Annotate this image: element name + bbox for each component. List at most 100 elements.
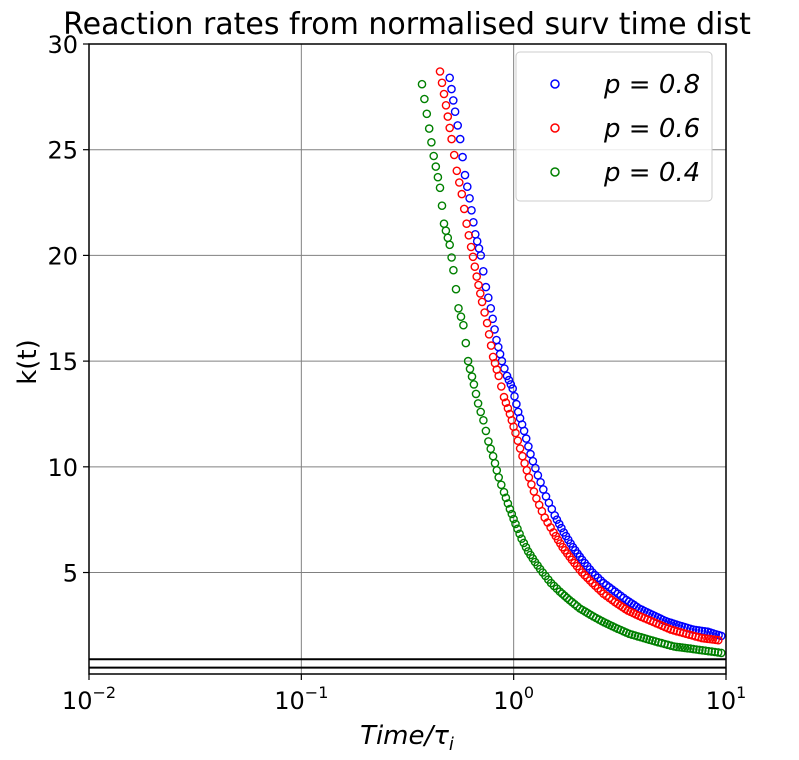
data-point [486, 444, 496, 454]
data-point [499, 487, 509, 497]
data-point [460, 170, 470, 180]
data-point [447, 253, 456, 262]
y-tick-label: 10 [47, 454, 78, 482]
data-point [465, 364, 475, 374]
data-point [445, 73, 455, 83]
ticks [83, 43, 727, 680]
legend-label-series-1: p = 0.8 [603, 70, 700, 100]
data-point [455, 134, 465, 144]
data-point [482, 318, 492, 328]
data-point [494, 473, 504, 482]
data-point [459, 204, 469, 214]
data-point [557, 523, 566, 533]
data-point [437, 201, 447, 210]
reference-lines [89, 658, 726, 669]
data-point [437, 78, 447, 88]
data-point [447, 134, 456, 144]
data-point [515, 444, 525, 453]
data-points [417, 67, 726, 658]
data-point [565, 595, 574, 605]
data-point [461, 338, 471, 348]
legend-marker-series-1 [550, 79, 560, 89]
data-point [511, 519, 520, 529]
data-point [480, 308, 489, 317]
data-point [472, 272, 482, 281]
data-point [458, 152, 467, 162]
data-point [494, 371, 504, 381]
data-point [512, 399, 521, 409]
data-point [441, 101, 451, 110]
x-axis-label-main: Time/τ [360, 721, 449, 751]
data-point [473, 399, 483, 408]
data-point [477, 297, 487, 307]
data-point [585, 576, 595, 585]
data-point [596, 576, 606, 585]
data-point [552, 515, 562, 525]
data-point [504, 375, 514, 385]
data-point [570, 599, 579, 609]
plot-frame [88, 43, 727, 675]
data-point [527, 480, 536, 489]
y-tick-label: 25 [47, 137, 78, 165]
data-point [463, 356, 473, 366]
data-point [469, 380, 479, 389]
data-point [451, 284, 461, 294]
data-point [466, 242, 476, 252]
series-2-points [435, 67, 723, 645]
data-point [510, 391, 519, 401]
data-point [708, 635, 718, 644]
data-point [588, 578, 597, 588]
x-tick-base: 10 [62, 687, 93, 715]
data-point [448, 96, 458, 105]
x-tick-label: 10−1 [274, 683, 328, 715]
legend-marker-series-2 [550, 123, 560, 133]
data-point [454, 303, 463, 313]
data-point [713, 648, 723, 657]
y-axis-label: k(t) [13, 339, 43, 385]
data-point [689, 644, 698, 654]
y-tick-label: 30 [47, 31, 78, 59]
data-point [483, 293, 493, 303]
x-tick-exponent: −2 [92, 683, 116, 702]
data-point [533, 470, 543, 480]
data-point [521, 542, 531, 552]
data-point [462, 219, 471, 228]
data-point [447, 84, 456, 94]
data-point [531, 463, 540, 473]
y-tick-label: 5 [63, 560, 78, 588]
data-point [692, 645, 701, 654]
data-point [470, 262, 480, 272]
data-point [555, 587, 565, 596]
data-point [479, 415, 488, 425]
data-point [453, 121, 463, 130]
data-point [714, 635, 723, 645]
data-point [593, 573, 603, 583]
x-tick-exponent: 1 [736, 683, 746, 702]
data-point [560, 591, 569, 601]
x-axis-label-subscript: i [449, 734, 454, 755]
data-point [701, 646, 710, 656]
data-point [695, 645, 704, 655]
data-point [422, 109, 432, 119]
data-point [468, 252, 478, 262]
series-3-points [417, 79, 726, 658]
data-point [431, 162, 441, 171]
data-point [580, 570, 590, 580]
data-point [484, 437, 493, 446]
legend-marker-series-3 [550, 167, 560, 177]
data-point [517, 534, 526, 544]
chart-title: Reaction rates from normalised surv time… [63, 7, 751, 42]
series-1-points [445, 73, 726, 641]
data-point [503, 499, 513, 508]
x-tick-base: 10 [706, 687, 737, 715]
data-point [488, 314, 498, 324]
data-point [462, 182, 472, 191]
data-point [521, 434, 531, 443]
y-tick-label: 20 [47, 242, 78, 270]
data-point [503, 403, 513, 413]
data-point [686, 644, 695, 653]
data-point [717, 648, 726, 658]
data-point [420, 94, 429, 104]
data-point [596, 586, 606, 596]
x-tick-base: 10 [493, 687, 524, 715]
